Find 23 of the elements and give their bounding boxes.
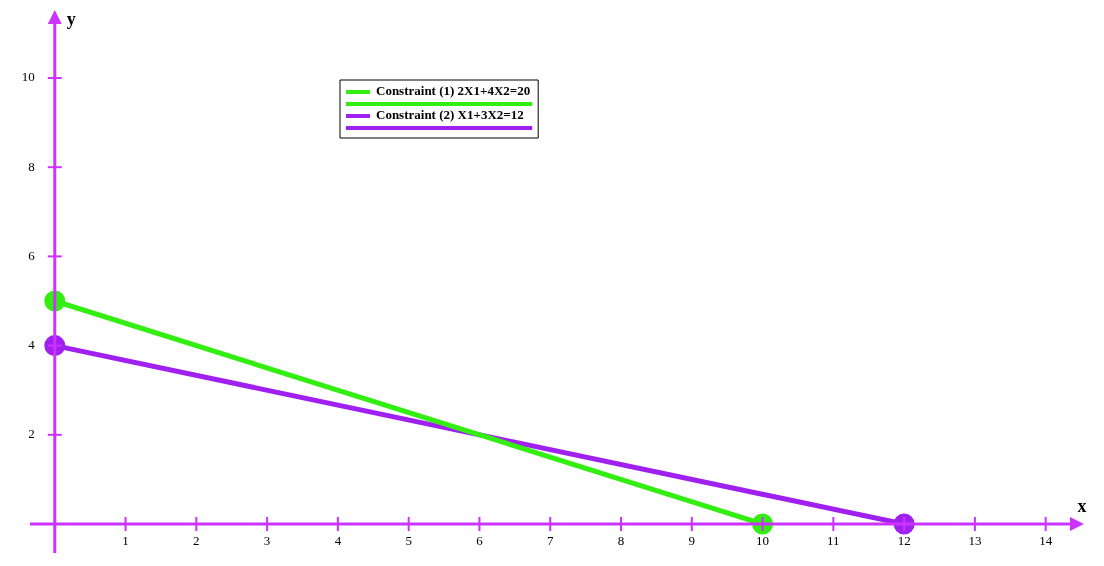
x-tick-label: 3 bbox=[263, 533, 271, 549]
x-tick-label: 4 bbox=[334, 533, 342, 549]
legend-label: Constraint (1) 2X1+4X2=20 bbox=[376, 83, 531, 99]
x-tick-label: 14 bbox=[1039, 533, 1053, 549]
y-tick-label: 4 bbox=[28, 337, 36, 353]
x-tick-label: 7 bbox=[546, 533, 554, 549]
x-tick-label: 5 bbox=[405, 533, 412, 549]
y-tick-label: 6 bbox=[28, 247, 36, 263]
x-tick-label: 11 bbox=[827, 533, 840, 549]
x-tick-label: 12 bbox=[897, 533, 911, 549]
x-tick-label: 6 bbox=[476, 533, 484, 549]
x-tick-label: 8 bbox=[617, 533, 625, 549]
x-tick-label: 2 bbox=[193, 533, 200, 549]
y-tick-label: 2 bbox=[28, 426, 35, 442]
x-tick-label: 9 bbox=[688, 533, 696, 549]
y-tick-label: 10 bbox=[21, 69, 35, 85]
x-axis-title: x bbox=[1077, 495, 1087, 516]
x-tick-label: 13 bbox=[968, 533, 982, 549]
x-tick-label: 1 bbox=[122, 533, 129, 549]
y-axis-title: y bbox=[66, 8, 76, 29]
y-tick-label: 8 bbox=[28, 158, 35, 174]
x-tick-label: 10 bbox=[756, 533, 770, 549]
legend-label: Constraint (2) X1+3X2=12 bbox=[376, 107, 524, 123]
